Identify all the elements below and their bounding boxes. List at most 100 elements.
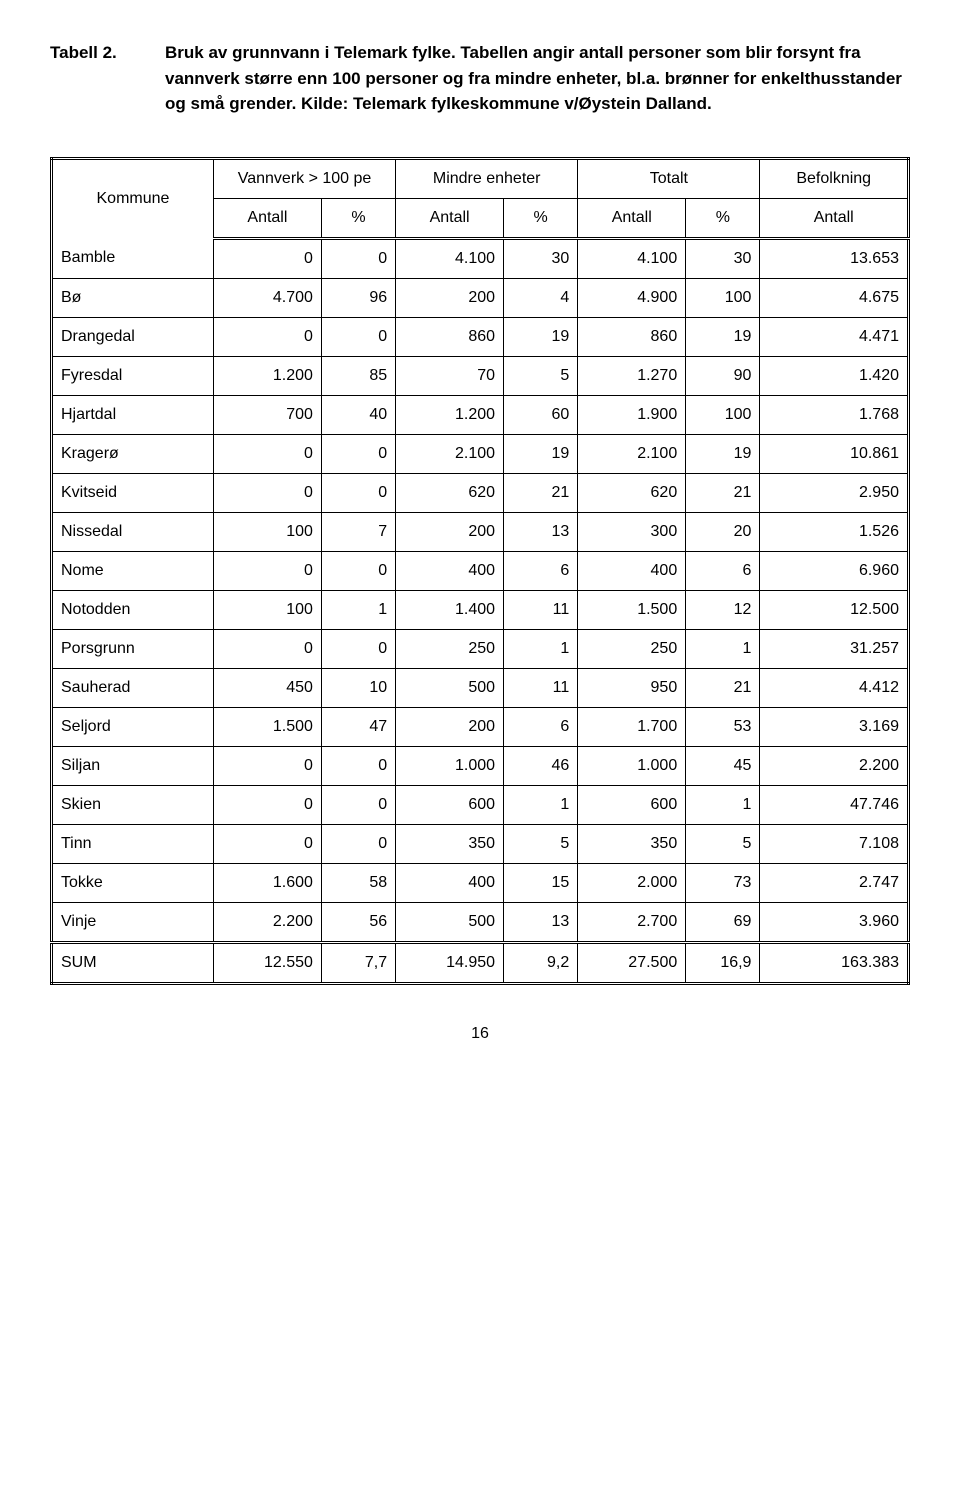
cell-value: 1	[686, 629, 760, 668]
cell-value: 0	[321, 824, 395, 863]
table-row: Siljan 0 0 1.000 46 1.000 45 2.200	[52, 746, 909, 785]
cell-value: 5	[504, 356, 578, 395]
cell-kommune: Notodden	[52, 590, 214, 629]
cell-value: 860	[578, 317, 686, 356]
cell-value: 47	[321, 707, 395, 746]
cell-value: 1.600	[213, 863, 321, 902]
table-row: Sauherad 450 10 500 11 950 21 4.412	[52, 668, 909, 707]
cell-value: 2.200	[760, 746, 909, 785]
cell-value: 0	[321, 238, 395, 278]
col-antall: Antall	[760, 198, 909, 238]
cell-value: 1	[321, 590, 395, 629]
cell-value: 4.471	[760, 317, 909, 356]
cell-value: 0	[213, 824, 321, 863]
cell-kommune: Fyresdal	[52, 356, 214, 395]
cell-value: 2.700	[578, 902, 686, 942]
cell-value: 350	[396, 824, 504, 863]
cell-value: 620	[578, 473, 686, 512]
cell-value: 14.950	[396, 942, 504, 983]
cell-value: 4.100	[578, 238, 686, 278]
cell-value: 56	[321, 902, 395, 942]
cell-value: 200	[396, 707, 504, 746]
cell-value: 950	[578, 668, 686, 707]
cell-value: 10	[321, 668, 395, 707]
table-row: Vinje 2.200 56 500 13 2.700 69 3.960	[52, 902, 909, 942]
cell-kommune: Skien	[52, 785, 214, 824]
cell-value: 4.100	[396, 238, 504, 278]
caption-label: Tabell 2.	[50, 40, 165, 117]
cell-value: 7	[321, 512, 395, 551]
cell-value: 3.960	[760, 902, 909, 942]
col-pct: %	[686, 198, 760, 238]
table-row: SUM 12.550 7,7 14.950 9,2 27.500 16,9 16…	[52, 942, 909, 983]
table-row: Nome 0 0 400 6 400 6 6.960	[52, 551, 909, 590]
cell-value: 600	[578, 785, 686, 824]
cell-value: 21	[686, 668, 760, 707]
cell-kommune: Siljan	[52, 746, 214, 785]
cell-kommune: Kragerø	[52, 434, 214, 473]
col-group-vannverk: Vannverk > 100 pe	[213, 158, 395, 198]
cell-kommune: Drangedal	[52, 317, 214, 356]
cell-value: 0	[213, 238, 321, 278]
cell-value: 69	[686, 902, 760, 942]
col-antall: Antall	[578, 198, 686, 238]
cell-kommune: Bamble	[52, 238, 214, 278]
cell-value: 12	[686, 590, 760, 629]
cell-value: 27.500	[578, 942, 686, 983]
col-antall: Antall	[213, 198, 321, 238]
cell-value: 11	[504, 590, 578, 629]
cell-value: 6	[504, 707, 578, 746]
cell-value: 10.861	[760, 434, 909, 473]
cell-value: 1.200	[396, 395, 504, 434]
cell-kommune: Hjartdal	[52, 395, 214, 434]
cell-value: 1.200	[213, 356, 321, 395]
cell-value: 4.900	[578, 278, 686, 317]
col-pct: %	[321, 198, 395, 238]
cell-kommune: Tinn	[52, 824, 214, 863]
cell-value: 1	[504, 629, 578, 668]
cell-value: 1.000	[396, 746, 504, 785]
cell-value: 0	[321, 434, 395, 473]
cell-value: 0	[213, 434, 321, 473]
cell-value: 53	[686, 707, 760, 746]
table-row: Drangedal 0 0 860 19 860 19 4.471	[52, 317, 909, 356]
table-caption: Tabell 2. Bruk av grunnvann i Telemark f…	[50, 40, 910, 117]
cell-value: 40	[321, 395, 395, 434]
cell-kommune: Bø	[52, 278, 214, 317]
cell-value: 400	[578, 551, 686, 590]
cell-value: 21	[686, 473, 760, 512]
cell-value: 60	[504, 395, 578, 434]
cell-value: 0	[213, 746, 321, 785]
cell-value: 4	[504, 278, 578, 317]
cell-value: 3.169	[760, 707, 909, 746]
cell-value: 350	[578, 824, 686, 863]
cell-value: 7.108	[760, 824, 909, 863]
cell-value: 2.000	[578, 863, 686, 902]
table-row: Tokke 1.600 58 400 15 2.000 73 2.747	[52, 863, 909, 902]
cell-value: 2.747	[760, 863, 909, 902]
cell-value: 100	[213, 590, 321, 629]
cell-value: 20	[686, 512, 760, 551]
cell-value: 1.700	[578, 707, 686, 746]
cell-value: 1.270	[578, 356, 686, 395]
col-group-mindre: Mindre enheter	[396, 158, 578, 198]
cell-value: 19	[504, 317, 578, 356]
cell-value: 1.420	[760, 356, 909, 395]
cell-kommune: Kvitseid	[52, 473, 214, 512]
cell-value: 200	[396, 278, 504, 317]
cell-value: 0	[321, 473, 395, 512]
cell-value: 860	[396, 317, 504, 356]
cell-value: 4.675	[760, 278, 909, 317]
data-table: Kommune Vannverk > 100 pe Mindre enheter…	[50, 157, 910, 985]
cell-kommune: Sauherad	[52, 668, 214, 707]
cell-value: 1.500	[213, 707, 321, 746]
cell-value: 96	[321, 278, 395, 317]
table-row: Seljord 1.500 47 200 6 1.700 53 3.169	[52, 707, 909, 746]
cell-value: 1	[504, 785, 578, 824]
cell-kommune: Vinje	[52, 902, 214, 942]
table-row: Porsgrunn 0 0 250 1 250 1 31.257	[52, 629, 909, 668]
cell-value: 1	[686, 785, 760, 824]
table-row: Skien 0 0 600 1 600 1 47.746	[52, 785, 909, 824]
cell-value: 7,7	[321, 942, 395, 983]
cell-value: 6	[504, 551, 578, 590]
